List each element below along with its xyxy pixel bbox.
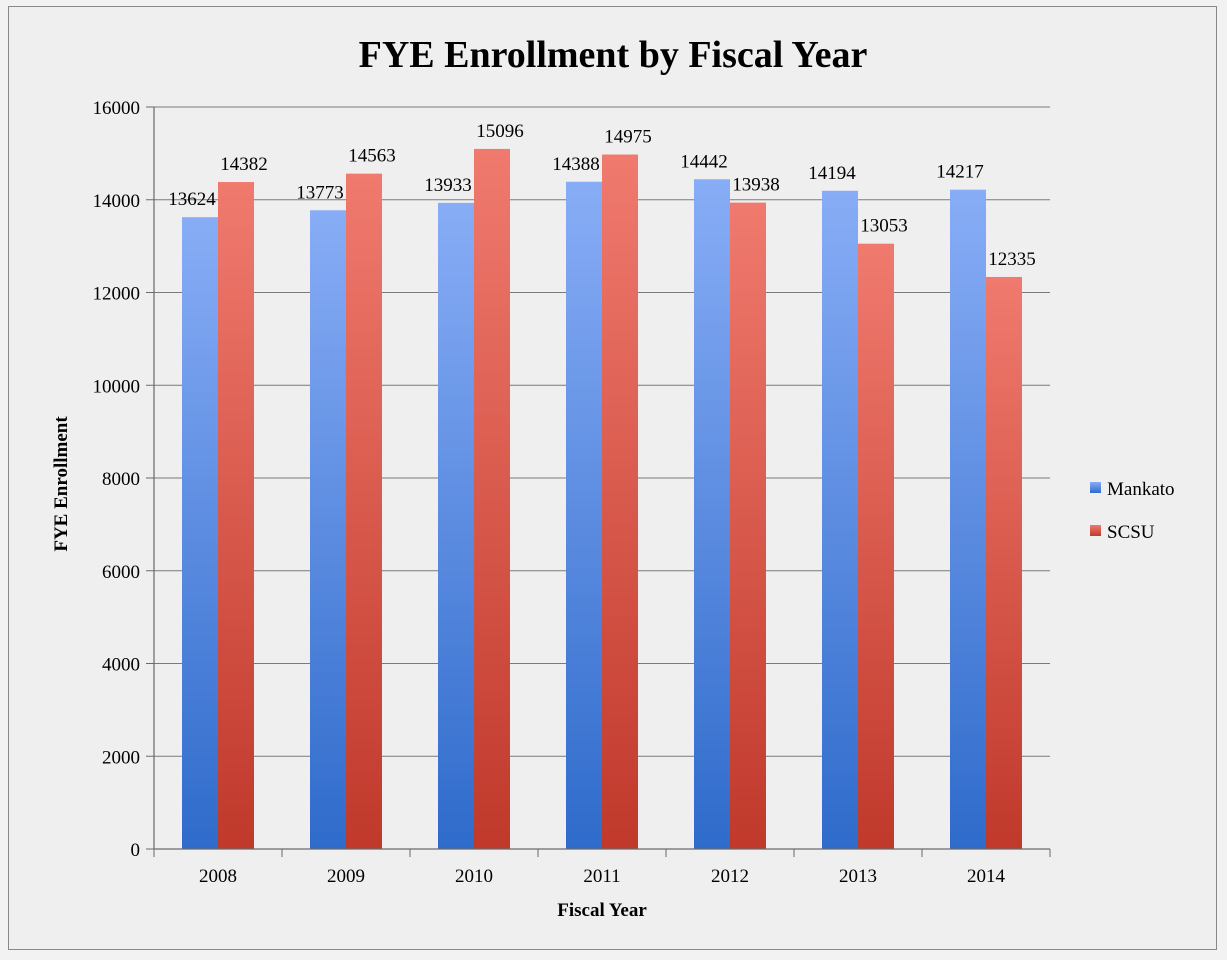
bar-scsu-2014	[986, 276, 1022, 850]
y-tick-label: 10000	[93, 376, 141, 397]
legend-label-mankato: Mankato	[1107, 479, 1175, 500]
data-label-scsu-2011: 14975	[604, 127, 652, 148]
bar-scsu-2008	[218, 182, 254, 850]
y-tick-label: 16000	[93, 98, 141, 119]
x-tick-label: 2012	[711, 866, 749, 887]
y-tick-label: 14000	[93, 191, 141, 212]
bar-scsu-2013	[858, 243, 894, 850]
legend: Mankato SCSU	[1090, 479, 1175, 543]
x-tick-label: 2013	[839, 866, 877, 887]
x-tick-label: 2014	[967, 866, 1006, 887]
x-tick-label: 2011	[583, 866, 620, 887]
bars	[182, 148, 1022, 850]
y-tick-label: 2000	[102, 747, 140, 768]
legend-label-scsu: SCSU	[1107, 522, 1155, 543]
data-label-mankato-2009: 13773	[296, 182, 344, 203]
bar-mankato-2014	[950, 189, 986, 849]
y-tick-label: 0	[131, 840, 141, 861]
data-label-mankato-2014: 14217	[936, 162, 984, 183]
x-tick-label: 2009	[327, 866, 365, 887]
bar-mankato-2011	[566, 181, 602, 850]
bar-mankato-2009	[310, 210, 346, 850]
bar-mankato-2013	[822, 190, 858, 850]
y-tick-label: 4000	[102, 655, 140, 676]
data-label-scsu-2008: 14382	[220, 154, 268, 175]
y-tick-label: 12000	[93, 284, 141, 305]
legend-swatch-mankato	[1090, 482, 1101, 493]
axes: 0 2000 4000 6000 8000 10000 12000 14000 16000 200…	[93, 98, 1051, 887]
data-label-scsu-2014: 12335	[988, 249, 1036, 270]
bar-mankato-2012	[694, 179, 730, 849]
data-label-scsu-2009: 14563	[348, 146, 396, 167]
bar-scsu-2012	[730, 202, 766, 849]
data-label-mankato-2010: 13933	[424, 175, 472, 196]
data-label-scsu-2010: 15096	[476, 121, 524, 142]
y-tick-label: 6000	[102, 562, 140, 583]
data-label-scsu-2012: 13938	[732, 175, 780, 196]
bar-scsu-2009	[346, 173, 382, 849]
data-label-mankato-2011: 14388	[552, 154, 600, 175]
bar-mankato-2010	[438, 202, 474, 850]
chart-title: FYE Enrollment by Fiscal Year	[359, 34, 868, 76]
data-label-scsu-2013: 13053	[860, 216, 908, 237]
y-axis-title: FYE Enrollment	[51, 416, 72, 552]
data-label-mankato-2008: 13624	[168, 189, 216, 210]
bar-mankato-2008	[182, 217, 218, 849]
chart-frame: FYE Enrollment by Fiscal Year 0 2000 4000 6…	[8, 6, 1217, 950]
data-label-mankato-2013: 14194	[808, 163, 856, 184]
x-tick-label: 2010	[455, 866, 493, 887]
y-tick-label: 8000	[102, 469, 140, 490]
legend-swatch-scsu	[1090, 525, 1101, 536]
data-label-mankato-2012: 14442	[680, 151, 728, 172]
x-tick-label: 2008	[199, 866, 237, 887]
bar-scsu-2010	[474, 148, 510, 850]
x-axis-title: Fiscal Year	[557, 900, 647, 921]
bar-scsu-2011	[602, 154, 638, 850]
bar-chart: FYE Enrollment by Fiscal Year 0 2000 4000 6…	[51, 34, 1175, 921]
